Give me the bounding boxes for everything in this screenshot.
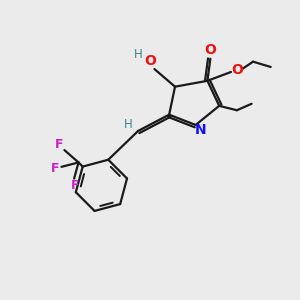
- Text: N: N: [195, 123, 207, 137]
- Text: F: F: [71, 178, 80, 192]
- Text: H: H: [134, 48, 142, 61]
- Text: F: F: [55, 138, 63, 151]
- Text: O: O: [231, 63, 243, 76]
- Text: O: O: [144, 54, 156, 68]
- Text: O: O: [204, 44, 216, 58]
- Text: F: F: [51, 162, 59, 175]
- Text: H: H: [124, 118, 132, 131]
